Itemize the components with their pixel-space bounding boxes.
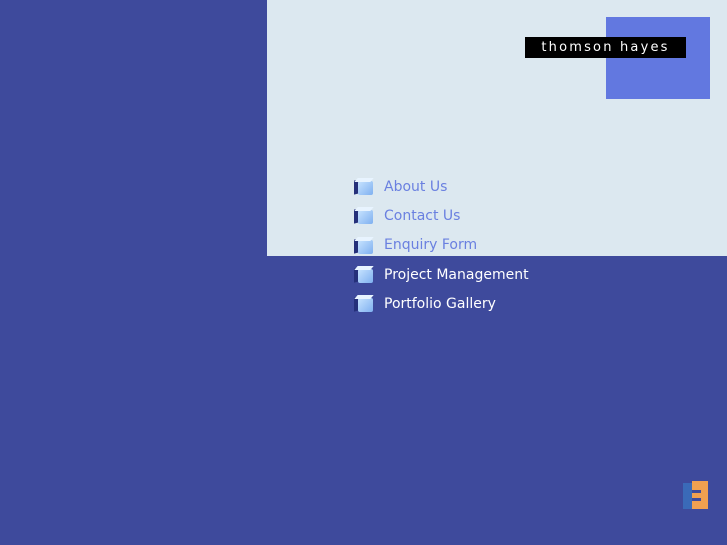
cube-icon xyxy=(354,236,374,254)
nav-label: Enquiry Form xyxy=(384,237,478,254)
main-nav: About Us Contact Us Enquiry Form Project… xyxy=(354,172,529,318)
nav-item-project-management[interactable]: Project Management xyxy=(354,260,529,289)
nav-label: About Us xyxy=(384,178,448,195)
nav-label: Project Management xyxy=(384,266,529,283)
nav-item-contact-us[interactable]: Contact Us xyxy=(354,201,529,230)
corner-logo-icon[interactable] xyxy=(683,481,708,509)
cube-icon xyxy=(354,207,374,225)
nav-item-about-us[interactable]: About Us xyxy=(354,172,529,201)
cube-icon xyxy=(354,178,374,196)
nav-label: Contact Us xyxy=(384,207,461,224)
brand-logo: thomson hayes xyxy=(525,37,686,58)
cube-icon xyxy=(354,266,374,284)
nav-item-portfolio-gallery[interactable]: Portfolio Gallery xyxy=(354,289,529,318)
cube-icon xyxy=(354,295,374,313)
nav-label: Portfolio Gallery xyxy=(384,295,496,312)
nav-item-enquiry-form[interactable]: Enquiry Form xyxy=(354,231,529,260)
decorative-square xyxy=(606,17,710,99)
